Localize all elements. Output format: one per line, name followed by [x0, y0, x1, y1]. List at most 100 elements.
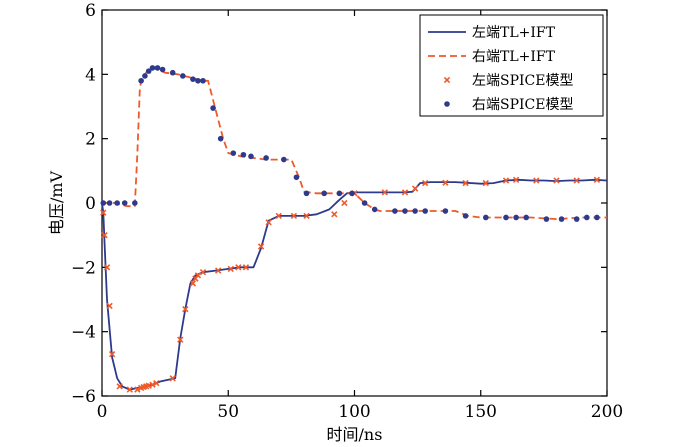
right-spice-point	[523, 214, 529, 221]
right-spice-point	[154, 65, 161, 71]
right-spice-point	[195, 77, 201, 84]
right-spice-point	[503, 214, 509, 221]
left-spice-point	[442, 179, 449, 186]
right-spice-point	[217, 135, 224, 142]
left-spice-point	[275, 212, 282, 220]
right-spice-point	[392, 208, 398, 214]
right-spice-point	[263, 155, 269, 161]
left-spice-point	[265, 219, 272, 226]
x-tick-label: 150	[465, 402, 497, 422]
right-spice-point	[402, 208, 408, 214]
x-tick-label: 50	[217, 402, 239, 422]
left-spice-point	[381, 189, 388, 196]
y-tick-label: −6	[71, 387, 96, 407]
right-spice-point	[114, 200, 120, 206]
left-spice-point	[134, 386, 141, 393]
x-tick-label: 100	[338, 402, 370, 422]
right-spice-point	[513, 214, 519, 221]
left-spice-point	[177, 336, 184, 343]
series-markers	[100, 65, 601, 393]
left-spice-point	[401, 189, 409, 196]
right-spice-point	[100, 200, 107, 206]
right-spice-point	[558, 216, 565, 222]
left-spice-point	[462, 179, 469, 187]
right-spice-point	[210, 105, 216, 111]
legend-label: 右端TL+IFT	[472, 49, 556, 65]
left-spice-point	[242, 264, 250, 271]
left-spice-point	[553, 177, 560, 184]
right-spice-point	[106, 200, 113, 206]
y-tick-label: 4	[85, 65, 96, 85]
left-spice-point	[182, 305, 189, 313]
left-spice-point	[482, 179, 489, 187]
right-spice-point	[132, 200, 138, 206]
left-spice-point	[126, 386, 133, 393]
left-spice-point	[149, 381, 156, 388]
right-spice-point	[594, 214, 600, 221]
left-spice-point	[573, 177, 580, 184]
left-spice-point	[189, 280, 197, 287]
left-spice-point	[103, 264, 111, 271]
legend-label: 左端TL+IFT	[472, 25, 556, 41]
right-spice-point	[169, 69, 176, 76]
y-axis-label: 电压/mV	[47, 170, 66, 235]
y-tick-label: −2	[71, 258, 96, 278]
right-spice-point	[349, 190, 355, 197]
left-spice-point	[422, 179, 429, 187]
right-spice-point	[584, 214, 590, 221]
left-spice-point	[331, 211, 338, 218]
right-spice-point	[142, 73, 148, 79]
right-spice-point	[121, 200, 128, 206]
left-spice-point	[341, 199, 348, 207]
right-spice-point	[442, 208, 449, 214]
right-spice-point	[321, 190, 328, 197]
left-spice-point	[290, 212, 298, 220]
left-spice-point	[533, 177, 540, 184]
right-spice-point	[361, 200, 368, 206]
y-tick-label: 0	[85, 194, 96, 214]
right-spice-point	[371, 206, 378, 213]
legend-swatch-left-spice	[443, 76, 451, 84]
right-spice-point	[303, 190, 310, 197]
left-spice-point	[199, 268, 207, 276]
right-spice-point	[248, 153, 254, 160]
right-spice-point	[240, 151, 247, 158]
right-spice-point	[145, 68, 152, 74]
left-spice-point	[257, 243, 265, 250]
right-spice-point	[200, 77, 206, 84]
right-spice-point	[336, 190, 343, 197]
right-spice-point	[159, 66, 166, 73]
right-spice-point	[483, 214, 489, 221]
left-spice-point	[235, 264, 242, 271]
right-spice-point	[543, 216, 550, 222]
left-spice-point	[116, 383, 123, 390]
left-spice-point	[512, 176, 520, 184]
right-spice-point	[138, 77, 144, 84]
right-spice-point	[180, 73, 186, 79]
left-spice-point	[303, 212, 310, 220]
tick-labels: 0 50 100 150 200 6 4 2 0 −2 −4 −6	[71, 1, 623, 422]
left-spice-point	[214, 267, 222, 274]
left-spice-point	[101, 232, 108, 239]
left-spice-point	[108, 351, 116, 358]
left-spice-point	[100, 209, 107, 216]
x-tick-label: 200	[591, 402, 623, 422]
y-tick-label: −4	[71, 323, 96, 343]
right-spice-point	[281, 156, 287, 163]
left-spice-point	[106, 302, 113, 310]
right-spice-point	[149, 65, 156, 71]
right-spice-point	[412, 208, 418, 214]
right-spice-point	[462, 213, 469, 219]
legend-swatch-right-spice	[444, 101, 450, 107]
left-spice-point	[194, 272, 202, 279]
right-spice-point	[230, 150, 237, 156]
left-spice-point	[502, 177, 510, 184]
legend-label: 右端SPICE模型	[472, 97, 573, 113]
y-tick-label: 6	[85, 1, 96, 21]
right-spice-point	[293, 174, 300, 181]
right-spice-point	[573, 216, 580, 222]
left-spice-point	[153, 379, 160, 387]
right-spice-point	[422, 208, 429, 214]
